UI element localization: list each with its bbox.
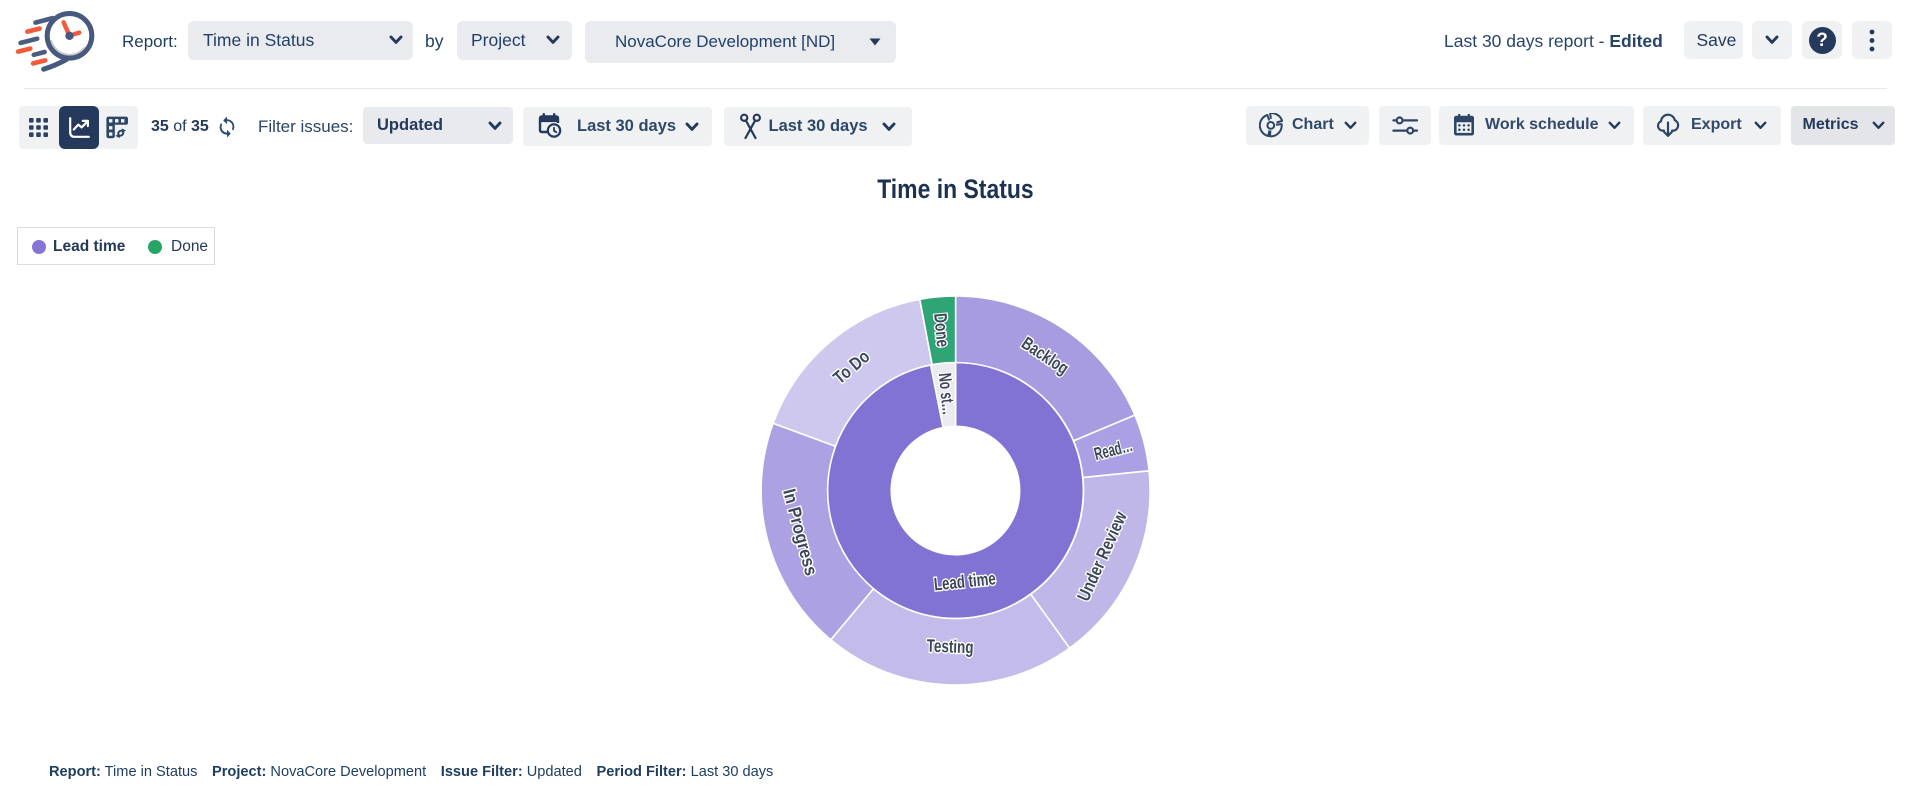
svg-text:Testing: Testing (926, 637, 974, 658)
svg-text:No st…: No st… (934, 372, 958, 416)
svg-text:Done: Done (930, 312, 952, 348)
